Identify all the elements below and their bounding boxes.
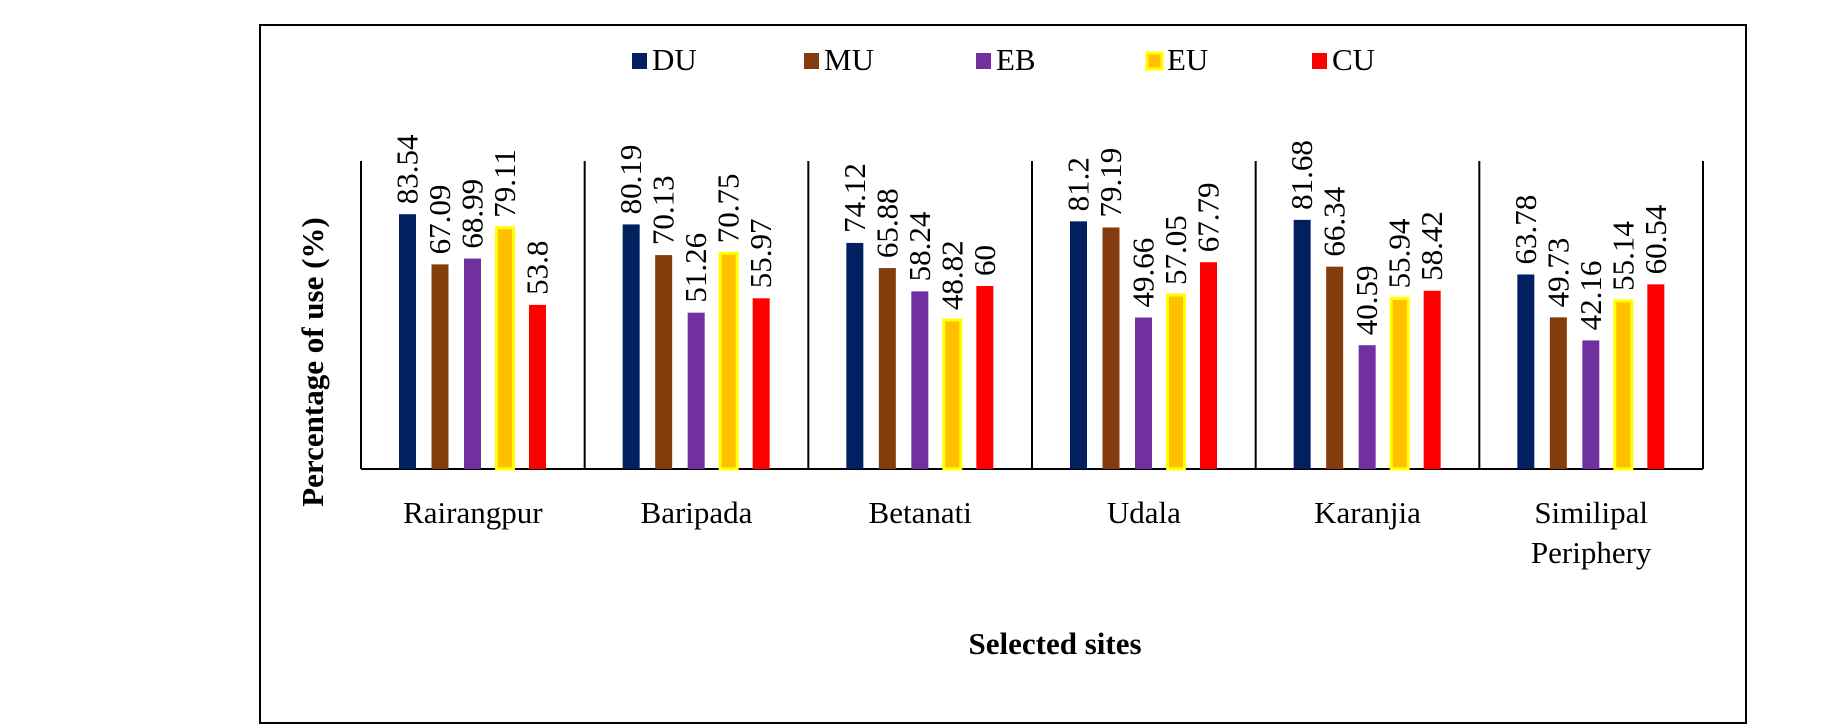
legend-label: EU xyxy=(1167,42,1208,77)
bar xyxy=(846,242,864,469)
bar xyxy=(718,251,739,471)
bar xyxy=(1389,296,1410,471)
bar xyxy=(752,298,770,469)
bar xyxy=(1326,266,1344,469)
data-label: 70.75 xyxy=(711,173,746,243)
data-label: 60 xyxy=(967,245,1002,276)
x-tick-label: Similipal Periphery xyxy=(1531,495,1652,570)
bar xyxy=(1166,293,1186,471)
x-tick-label: Rairangpur xyxy=(403,495,543,530)
data-label: 40.59 xyxy=(1349,265,1384,335)
bar xyxy=(1613,299,1634,471)
bar xyxy=(1200,262,1217,469)
data-label: 60.54 xyxy=(1638,204,1673,274)
data-label: 67.79 xyxy=(1191,182,1226,252)
data-label: 63.78 xyxy=(1508,195,1543,265)
data-label: 53.8 xyxy=(520,241,555,295)
legend-swatch xyxy=(632,53,647,69)
data-label: 81.68 xyxy=(1284,140,1319,210)
x-tick-label: Betanati xyxy=(869,495,973,530)
data-label: 74.12 xyxy=(837,163,872,233)
bar xyxy=(495,226,515,471)
bar xyxy=(1647,284,1665,469)
data-label: 83.54 xyxy=(390,134,425,204)
data-label: 55.14 xyxy=(1605,221,1640,291)
data-label: 55.94 xyxy=(1382,218,1417,288)
bar xyxy=(464,258,481,469)
bar xyxy=(655,255,673,469)
x-tick-label: Baripada xyxy=(641,495,753,530)
legend-label: CU xyxy=(1332,42,1375,77)
data-label: 68.99 xyxy=(455,179,490,249)
x-tick-labels: Rairangpur Baripada Betanati Udala Karanjia S… xyxy=(403,495,1652,570)
bar xyxy=(1070,221,1087,469)
legend-label: EB xyxy=(996,42,1036,77)
legend-swatch xyxy=(1312,53,1327,69)
data-label: 79.11 xyxy=(487,149,522,218)
bar xyxy=(1102,227,1120,469)
bar xyxy=(878,268,896,469)
bar xyxy=(1423,290,1441,469)
x-tick-label: Udala xyxy=(1107,495,1181,530)
bar xyxy=(1517,274,1535,469)
data-label: 80.19 xyxy=(613,145,648,215)
bar xyxy=(942,318,963,471)
data-label: 49.73 xyxy=(1540,238,1575,308)
x-axis-label: Selected sites xyxy=(968,626,1141,661)
legend-label: MU xyxy=(824,42,874,77)
data-label: 67.09 xyxy=(422,185,457,255)
data-label: 79.19 xyxy=(1093,148,1128,218)
data-label: 57.05 xyxy=(1158,215,1193,285)
bar xyxy=(687,312,705,469)
bar xyxy=(1582,340,1600,469)
data-label: 65.88 xyxy=(869,188,904,258)
data-label: 58.42 xyxy=(1414,211,1449,281)
data-label: 70.13 xyxy=(646,175,681,245)
legend-label: DU xyxy=(652,42,697,77)
legend-swatch xyxy=(1145,51,1164,71)
legend-swatch xyxy=(804,53,819,69)
data-label: 51.26 xyxy=(678,233,713,303)
bar xyxy=(399,214,416,469)
legend: DU MU EB EU CU xyxy=(632,42,1375,77)
data-label: 48.82 xyxy=(934,240,969,310)
data-label: 58.24 xyxy=(902,211,937,281)
x-tick-label: Karanjia xyxy=(1314,495,1421,530)
bar xyxy=(1358,345,1376,469)
data-label: 42.16 xyxy=(1573,261,1608,331)
legend-swatch xyxy=(976,53,991,69)
value-labels: 83.5467.0968.9979.1153.880.1970.1351.267… xyxy=(390,134,1673,335)
bar xyxy=(622,224,640,469)
bar xyxy=(529,304,546,469)
data-label: 66.34 xyxy=(1317,186,1352,256)
bar xyxy=(1549,317,1567,469)
data-label: 81.2 xyxy=(1061,157,1096,211)
bar xyxy=(1293,219,1311,469)
bar xyxy=(1135,317,1152,469)
bar xyxy=(911,291,929,469)
bar xyxy=(431,264,449,469)
y-axis-label: Percentage of use (%) xyxy=(295,217,330,507)
data-label: 55.97 xyxy=(743,219,778,289)
category-panels xyxy=(360,161,1704,470)
bars xyxy=(399,214,1665,471)
data-label: 49.66 xyxy=(1126,238,1161,308)
bar xyxy=(976,286,994,469)
